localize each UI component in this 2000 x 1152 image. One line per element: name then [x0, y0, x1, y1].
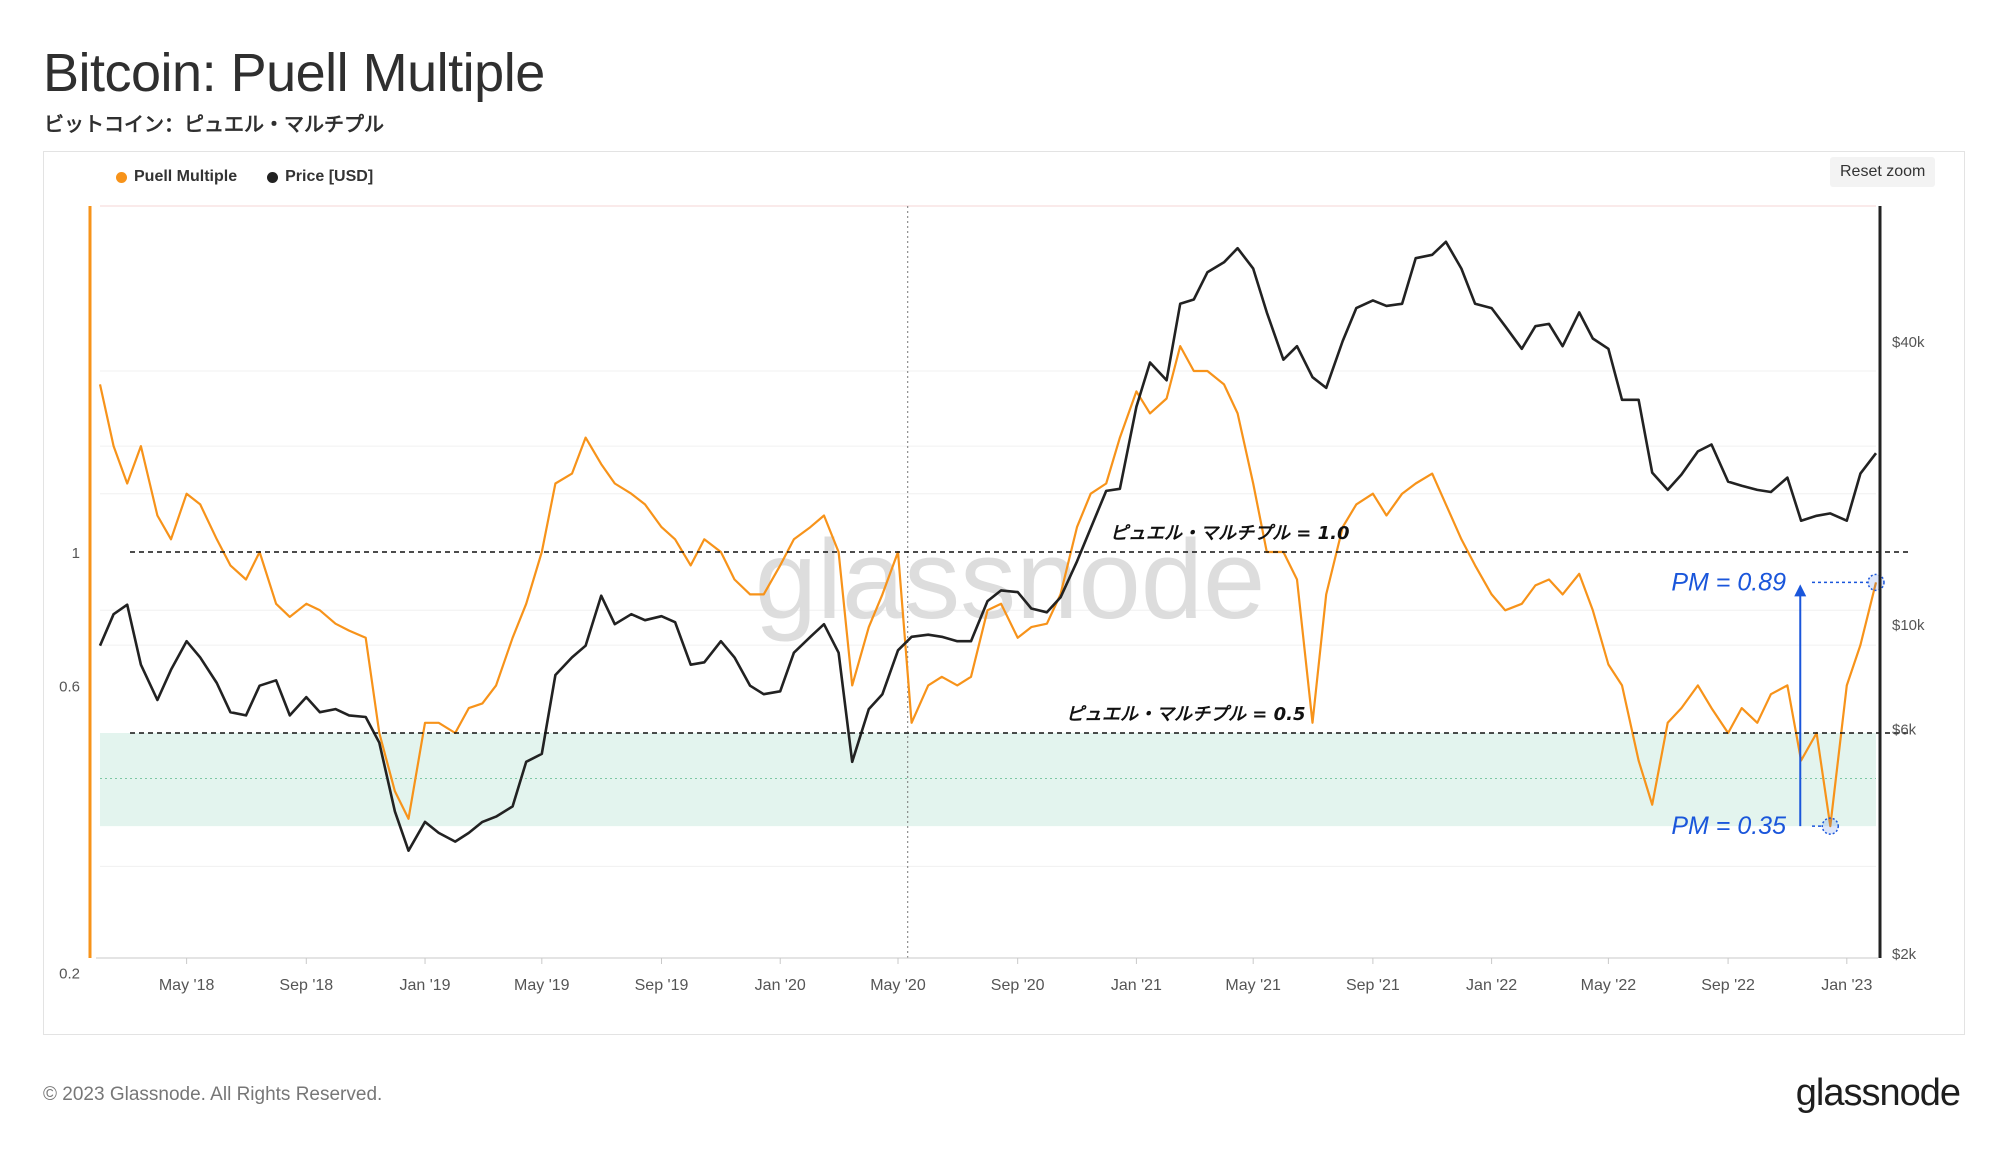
- copyright-text: © 2023 Glassnode. All Rights Reserved.: [43, 1084, 383, 1105]
- chart-frame: [43, 151, 1965, 1035]
- annotation-marker: [1821, 817, 1840, 835]
- chart-legend: Puell Multiple Price [USD]: [116, 168, 373, 186]
- x-tick-label: May '20: [870, 977, 926, 994]
- x-tick-label: May '22: [1581, 977, 1637, 994]
- x-tick-label: May '21: [1225, 977, 1281, 994]
- legend-item-price[interactable]: Price [USD]: [267, 168, 373, 186]
- x-tick-label: Jan '19: [399, 977, 450, 994]
- x-tick-label: Sep '19: [635, 977, 689, 994]
- low-zone-band: [100, 733, 1876, 827]
- y-left-tick-label: 1: [72, 545, 80, 562]
- page-subtitle: ビットコイン：ピュエル・マルチプル: [44, 112, 384, 136]
- legend-price-label: Price [USD]: [285, 168, 374, 185]
- y-right-tick-label: $40k: [1892, 334, 1925, 351]
- x-tick-label: Jan '20: [755, 977, 806, 994]
- x-tick-label: Sep '21: [1346, 977, 1400, 994]
- legend-puell-marker: [116, 171, 127, 183]
- reference-line-label: ピュエル・マルチプル = 0.5: [1066, 704, 1306, 725]
- y-right-tick-label: $2k: [1892, 946, 1917, 963]
- x-tick-label: May '19: [514, 977, 570, 994]
- y-left-tick-label: 0.6: [59, 678, 80, 695]
- price-line: [98, 240, 1878, 852]
- y-right-tick-label: $10k: [1892, 617, 1925, 634]
- x-tick-label: Jan '21: [1111, 977, 1162, 994]
- series-layer: [98, 240, 1878, 852]
- legend-puell-label: Puell Multiple: [134, 168, 238, 185]
- puell-multiple-line: [98, 345, 1878, 828]
- annotation-marker: [1867, 573, 1885, 592]
- y-right-tick-label: $6k: [1892, 722, 1917, 739]
- x-tick-label: Jan '22: [1466, 977, 1517, 994]
- legend-item-puell[interactable]: Puell Multiple: [116, 168, 237, 186]
- annotation-label: PM = 0.89: [1671, 568, 1786, 596]
- annotation-arrowhead: [1794, 584, 1807, 597]
- x-tick-label: Sep '20: [991, 977, 1045, 994]
- overlay-layer: ピュエル・マルチプル = 1.0 ピュエル・マルチプル = 0.5 PM = 0.8…: [130, 523, 1912, 840]
- page-title: Bitcoin: Puell Multiple: [43, 43, 545, 103]
- x-tick-label: Jan '23: [1821, 977, 1872, 994]
- glassnode-logo: glassnode: [1795, 1072, 1961, 1114]
- x-tick-label: Sep '18: [279, 977, 333, 994]
- axis-layer: May '18 Sep '18 Jan '19 May '19 Sep '19 Jan '…: [59, 206, 1925, 994]
- reference-line-label: ピュエル・マルチプル = 1.0: [1110, 523, 1350, 544]
- annotation-label: PM = 0.35: [1671, 812, 1786, 840]
- y-left-tick-label: 0.2: [59, 965, 80, 982]
- x-tick-label: May '18: [159, 977, 215, 994]
- x-tick-label: Sep '22: [1701, 977, 1755, 994]
- legend-price-marker: [267, 171, 279, 183]
- reset-zoom-button[interactable]: Reset zoom: [1830, 157, 1936, 187]
